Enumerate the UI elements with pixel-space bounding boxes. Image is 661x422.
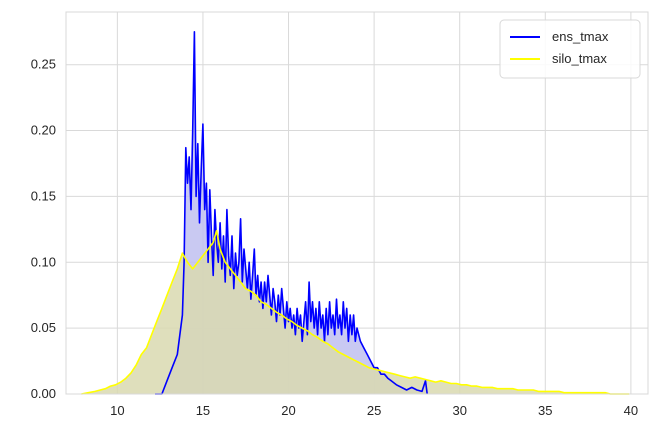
x-tick-label: 35 xyxy=(538,403,552,418)
y-tick-label: 0.10 xyxy=(31,254,56,269)
legend: ens_tmax silo_tmax xyxy=(499,19,641,79)
x-tick-label: 15 xyxy=(196,403,210,418)
x-tick-label: 30 xyxy=(452,403,466,418)
x-tick-label: 40 xyxy=(624,403,638,418)
x-tick-labels: 10 15 20 25 30 35 40 xyxy=(110,403,638,418)
series-line-ens_tmax xyxy=(155,31,428,395)
x-tick-label: 25 xyxy=(367,403,381,418)
legend-label-silo_tmax: silo_tmax xyxy=(552,51,607,66)
series-lines xyxy=(81,31,630,395)
y-tick-label: 0.25 xyxy=(31,57,56,72)
x-tick-label: 10 xyxy=(110,403,124,418)
y-tick-label: 0.00 xyxy=(31,386,56,401)
legend-label-ens_tmax: ens_tmax xyxy=(552,29,609,44)
y-tick-label: 0.05 xyxy=(31,320,56,335)
series-line-silo_tmax xyxy=(81,229,630,395)
x-tick-label: 20 xyxy=(281,403,295,418)
series-fills xyxy=(81,31,630,395)
y-tick-labels: 0.00 0.05 0.10 0.15 0.20 0.25 xyxy=(31,57,56,401)
y-tick-label: 0.15 xyxy=(31,188,56,203)
plot-frame xyxy=(65,11,649,395)
legend-box xyxy=(499,19,641,79)
y-tick-label: 0.20 xyxy=(31,123,56,138)
area-fill-silo_tmax xyxy=(81,230,630,394)
